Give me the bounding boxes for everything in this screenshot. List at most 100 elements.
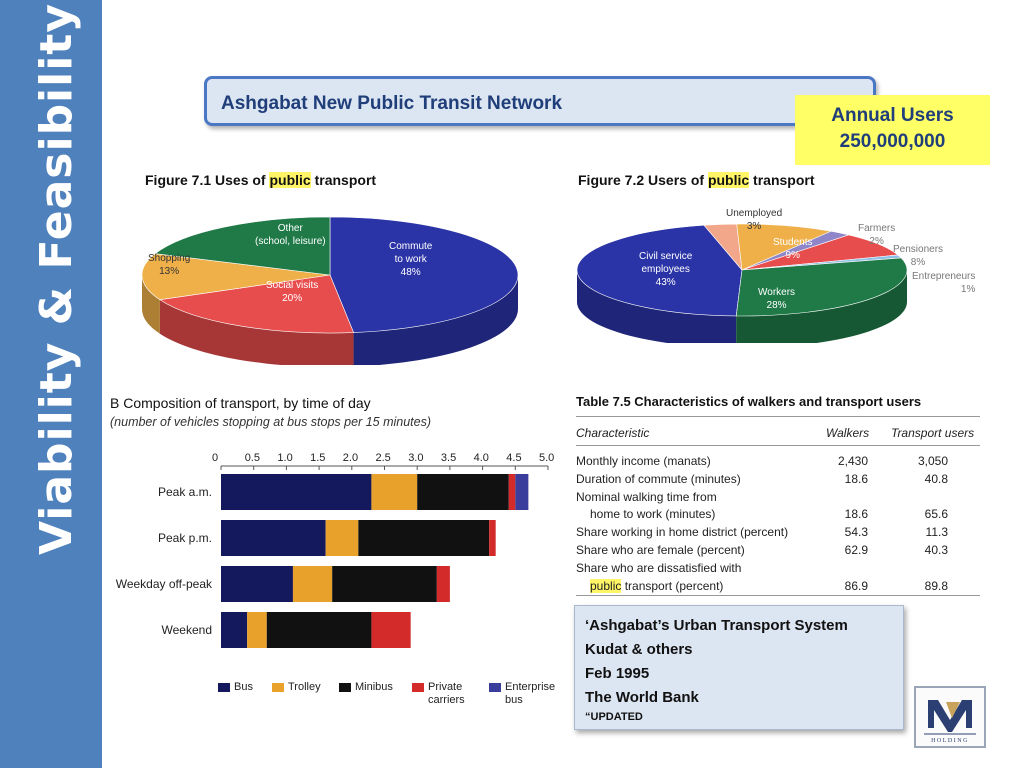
figure-7-1-title-prefix: Figure 7.1 Uses of <box>145 172 270 188</box>
table-cell-walkers: 18.6 <box>844 507 868 522</box>
table-cell-transport: 89.8 <box>924 578 948 593</box>
pie2-value-workers: 28% <box>766 300 787 311</box>
table-row-label-highlight: public <box>590 578 622 593</box>
bar-x-tick: 3.5 <box>440 452 457 464</box>
table-cell-walkers: 2,430 <box>837 454 868 468</box>
table-cell-walkers: 54.3 <box>844 525 868 540</box>
bar-segment-trolley <box>371 474 418 510</box>
source-line-4: The World Bank <box>585 689 699 706</box>
bar-x-tick: 3.0 <box>408 452 424 464</box>
bar-x-tick: 2.5 <box>375 452 391 464</box>
pie2-value-farmers: 2% <box>869 236 884 247</box>
table-row-label: Share who are female (percent) <box>576 543 745 557</box>
bar-x-tick: 1.5 <box>310 452 326 464</box>
pie2-slice-2 <box>736 223 833 271</box>
bar-segment-private-carriers <box>436 566 450 602</box>
bar-x-tick: 5.0 <box>539 452 555 464</box>
bar-x-tick: 2.0 <box>342 452 359 464</box>
pie1-slice-2 <box>141 253 331 301</box>
table-row-label: Duration of commute (minutes) <box>576 471 741 486</box>
pie2-value-students: 9% <box>785 250 800 261</box>
pie2-value-civil: 43% <box>655 277 676 288</box>
legend-private: Private carriers <box>428 681 465 706</box>
pie2-label-unemployed-l1: Unemployed <box>726 208 783 219</box>
bar-category-peak-am: Peak a.m. <box>157 485 212 499</box>
figure-7-1-title: Figure 7.1 Uses of public transport <box>145 172 376 188</box>
bar-chart-title: B Composition of transport, by time of d… <box>110 395 371 411</box>
bar-segment-trolley <box>247 612 267 648</box>
bar-segment-trolley <box>325 520 359 556</box>
pie2-label-workers: Workers 28% <box>758 286 795 312</box>
pie2-slice-4 <box>741 234 899 271</box>
pie2-value-pensioners: 8% <box>910 257 926 268</box>
bar-category-peak-pm: Peak p.m. <box>157 531 212 545</box>
bar-category-offpeak: Weekday off-peak <box>115 577 212 591</box>
legend-swatch-bus <box>218 683 230 692</box>
pie2-label-farmers-l1: Farmers <box>858 223 896 234</box>
pie2-label-pensioners-l1: Pensioners <box>893 244 944 255</box>
bar-x-tick: 4.0 <box>473 452 489 464</box>
table-header-walkers: Walkers <box>826 426 870 440</box>
bar-segment-enterprise-bus <box>515 474 529 510</box>
bar-x-tick: 1.0 <box>277 452 293 464</box>
pie1-slice-1 <box>159 274 355 334</box>
pie1-label-other-l1: Other <box>277 223 303 234</box>
figure-7-1-title-highlight: public <box>269 172 311 188</box>
pie2-side-6 <box>736 270 907 343</box>
legend-swatch-minibus <box>339 683 351 692</box>
bar-segment-private-carriers <box>371 612 411 648</box>
slide-title: Ashgabat New Public Transit Network <box>221 93 563 114</box>
table-row-label: public transport (percent) <box>590 578 724 593</box>
legend-swatch-private <box>412 683 424 692</box>
pie2-label-workers-l1: Workers <box>758 287 796 298</box>
pie2-label-farmers: Farmers 2% <box>858 222 895 248</box>
bar-x-tick: 4.5 <box>506 452 522 464</box>
pie1-side-0 <box>353 275 518 365</box>
pie2-label-students: Students 9% <box>773 236 812 262</box>
pie2-slice-0 <box>576 224 743 317</box>
pie1-label-commute: Commute to work 48% <box>389 240 432 279</box>
source-box: ‘Ashgabat’s Urban Transport System Kudat… <box>574 605 904 730</box>
pie1-label-other-l2: (school, leisure) <box>255 236 326 247</box>
bar-segment-private-carriers <box>489 520 496 556</box>
source-line-3: Feb 1995 <box>585 665 650 682</box>
pie2-slice-6 <box>735 257 908 317</box>
table-row-label: Monthly income (manats) <box>576 454 711 468</box>
table-cell-walkers: 62.9 <box>844 543 868 557</box>
pie1-label-shopping-l1: Shopping <box>148 253 191 264</box>
pie2-label-pensioners: Pensioners 8% <box>893 243 943 269</box>
pie1-side-1 <box>159 299 354 365</box>
pie2-label-civil-l1: Civil service <box>639 251 693 262</box>
pie1-value-commute: 48% <box>400 267 421 278</box>
legend-bus: Bus <box>234 681 253 693</box>
table-header-characteristic: Characteristic <box>576 426 650 440</box>
table-rule-bottom <box>576 595 980 596</box>
table-title: Table 7.5 Characteristics of walkers and… <box>576 394 922 409</box>
pie1-label-social: Social visits 20% <box>266 279 318 305</box>
table-cell-transport: 40.3 <box>924 543 948 557</box>
figure-7-1-title-suffix: transport <box>310 172 377 188</box>
annual-users-value: 250,000,000 <box>839 131 946 152</box>
table-row-label: Share working in home district (percent) <box>576 525 789 540</box>
table-row-label: Share who are dissatisfied with <box>576 560 742 575</box>
legend-enterprise: Enterprise bus <box>505 681 556 706</box>
bar-segment-private-carriers <box>508 474 516 510</box>
pie1-label-shopping: Shopping 13% <box>148 252 190 278</box>
table-row-label: Nominal walking time from <box>576 489 717 504</box>
table-cell-walkers: 86.9 <box>844 578 868 593</box>
pie1-slice-3 <box>154 216 331 276</box>
table-header-transport: Transport users <box>891 426 975 440</box>
table-cell-transport: 65.6 <box>924 507 948 522</box>
pie2-value-unemployed: 3% <box>746 221 762 232</box>
bar-segment-bus <box>221 566 293 602</box>
bar-segment-bus <box>221 612 248 648</box>
figure-7-2-title-highlight: public <box>707 172 750 188</box>
pie2-side-0 <box>577 270 737 343</box>
pie1-label-commute-l2: to work <box>394 254 427 265</box>
pie1-side-2 <box>142 275 160 334</box>
logo-text: HOLDING <box>931 738 969 744</box>
bar-segment-minibus <box>417 474 509 510</box>
figure-7-2-title: Figure 7.2 Users of public transport <box>578 172 815 188</box>
company-logo: HOLDING <box>914 686 986 748</box>
table-rule-top <box>576 416 980 417</box>
